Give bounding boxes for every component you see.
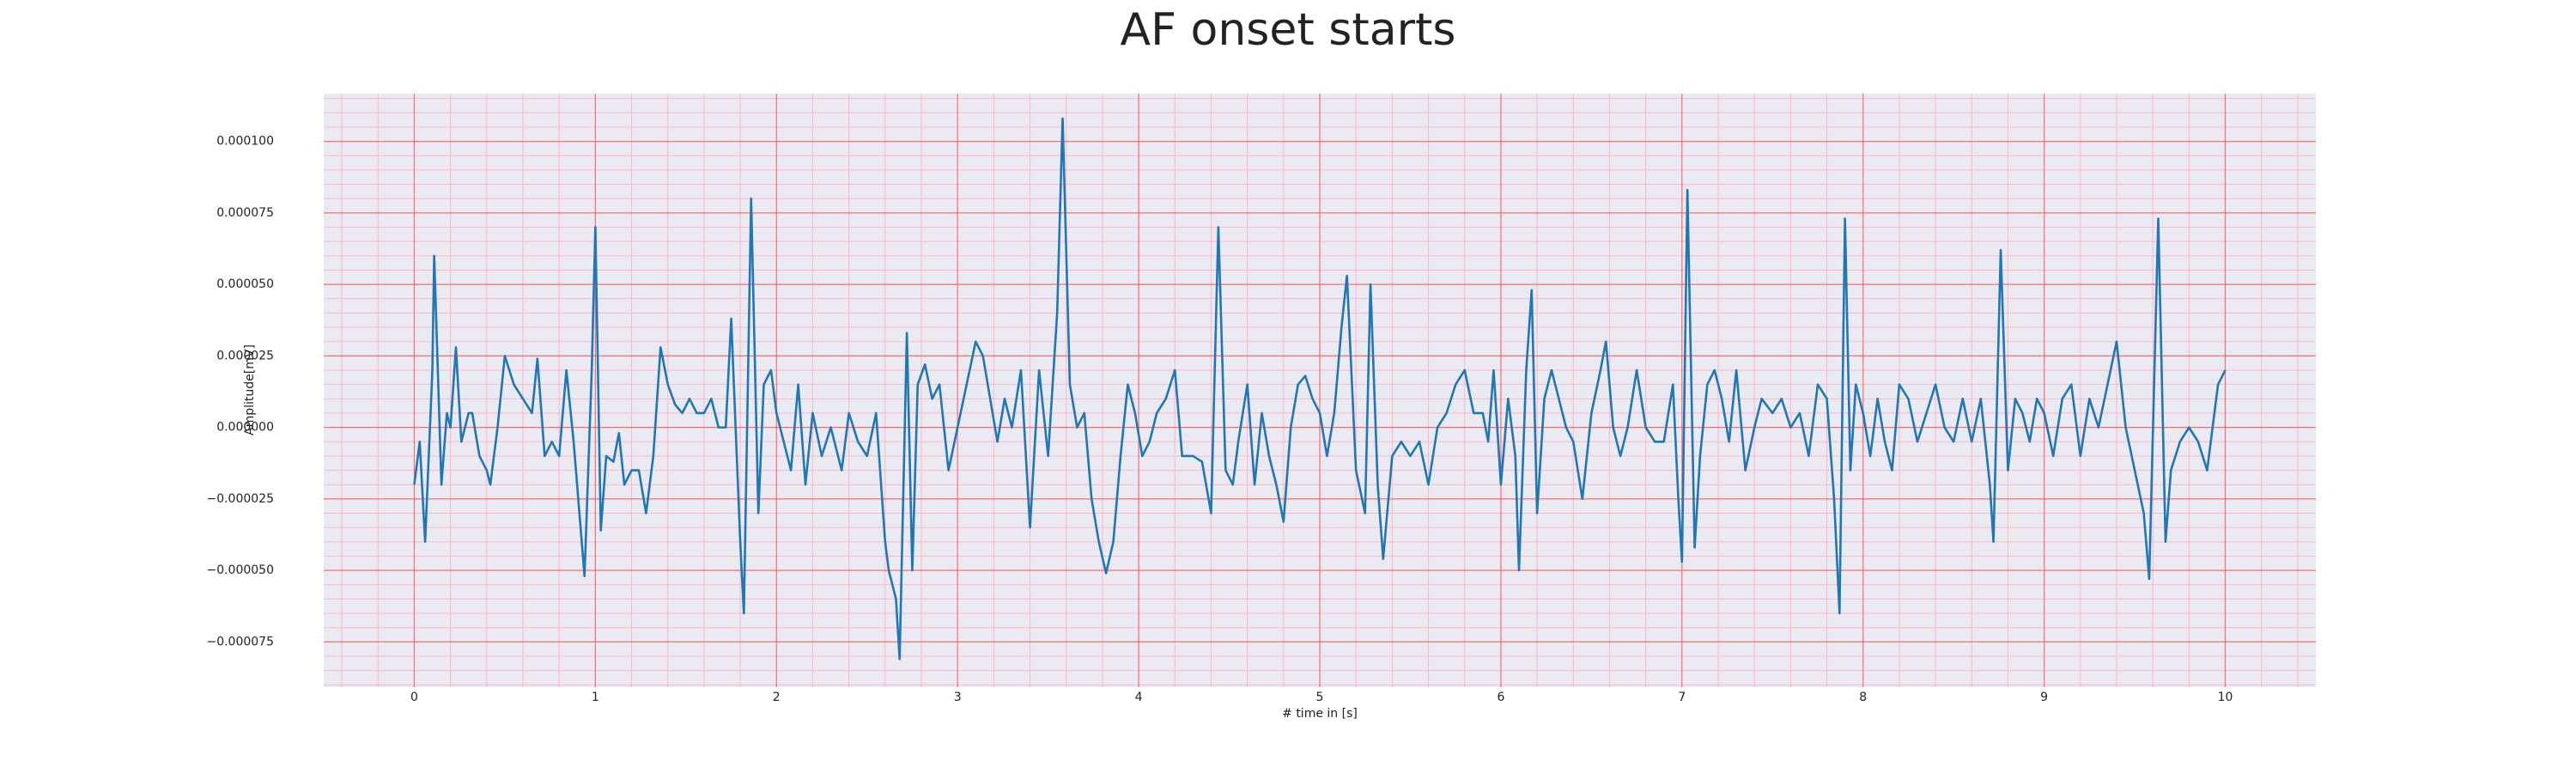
signal-line (413, 117, 2227, 660)
x-axis-label: # time in [s] (1282, 707, 1358, 721)
x-tick-label: 8 (1859, 691, 1867, 704)
y-axis-label: Amplitude[mV] (243, 344, 257, 435)
x-tick-label: 10 (2218, 691, 2233, 704)
x-tick-label: 7 (1678, 691, 1686, 704)
y-tick-label: 0.000000 (216, 421, 274, 435)
y-tick-label: 0.000100 (216, 135, 274, 149)
y-tick-label: −0.000075 (206, 635, 274, 648)
x-tick-label: 0 (410, 691, 418, 704)
y-tick-label: −0.000050 (206, 563, 274, 577)
x-tick-label: 5 (1316, 691, 1324, 704)
chart-title: AF onset starts (1121, 4, 1456, 56)
x-tick-label: 9 (2040, 691, 2048, 704)
x-tick-label: 4 (1135, 691, 1143, 704)
x-tick-label: 6 (1497, 691, 1504, 704)
y-tick-label: 0.000025 (216, 349, 274, 362)
y-tick-label: 0.000050 (216, 277, 274, 291)
x-tick-label: 3 (954, 691, 962, 704)
y-tick-label: −0.000025 (206, 492, 274, 506)
x-tick-label: 2 (773, 691, 781, 704)
y-tick-label: 0.000075 (216, 206, 274, 220)
x-tick-label: 1 (592, 691, 599, 704)
